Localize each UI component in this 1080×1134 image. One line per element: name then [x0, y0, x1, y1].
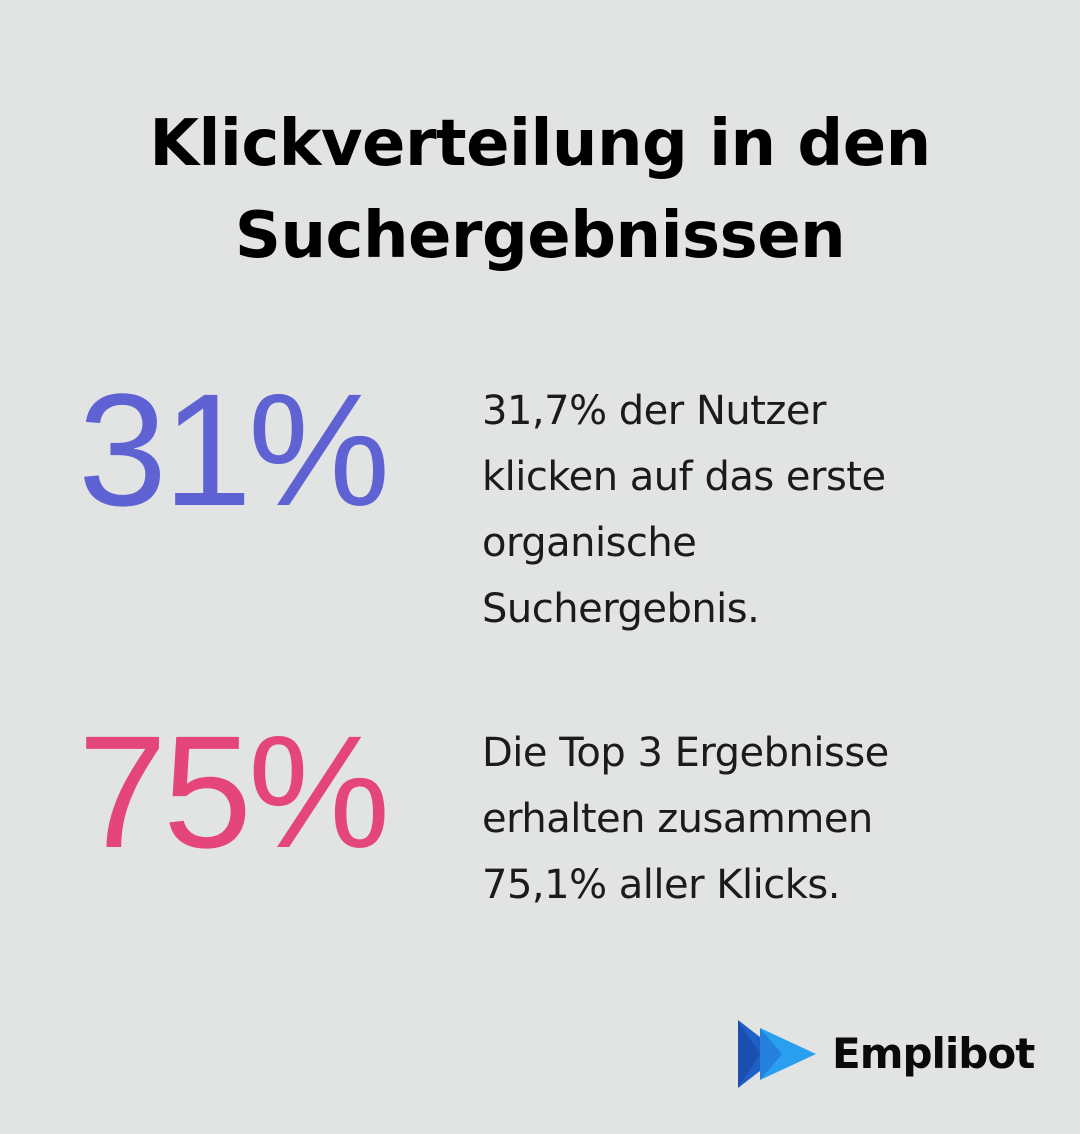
play-arrow-logo-icon: [738, 1020, 816, 1088]
brand-name: Emplibot: [832, 1029, 1035, 1078]
stat-description-line: Die Top 3 Ergebnisse: [482, 730, 889, 776]
brand-footer: Emplibot: [736, 1018, 1056, 1090]
stat-description-line: organische: [482, 520, 697, 566]
title-line-2: Suchergebnissen: [234, 199, 846, 273]
stat-description: 31,7% der Nutzer klicken auf das erste o…: [482, 378, 1042, 642]
stat-value: 31%: [78, 360, 390, 539]
stat-description-line: erhalten zusammen: [482, 796, 873, 842]
stat-value: 75%: [78, 702, 390, 881]
stat-description-line: Suchergebnis.: [482, 586, 760, 632]
stat-description-line: 75,1% aller Klicks.: [482, 862, 840, 908]
page-title: Klickverteilung in den Suchergebnissen: [0, 98, 1080, 282]
stat-description-line: klicken auf das erste: [482, 454, 886, 500]
title-line-1: Klickverteilung in den: [149, 107, 931, 181]
stat-description: Die Top 3 Ergebnisse erhalten zusammen 7…: [482, 720, 1042, 918]
stat-description-line: 31,7% der Nutzer: [482, 388, 826, 434]
